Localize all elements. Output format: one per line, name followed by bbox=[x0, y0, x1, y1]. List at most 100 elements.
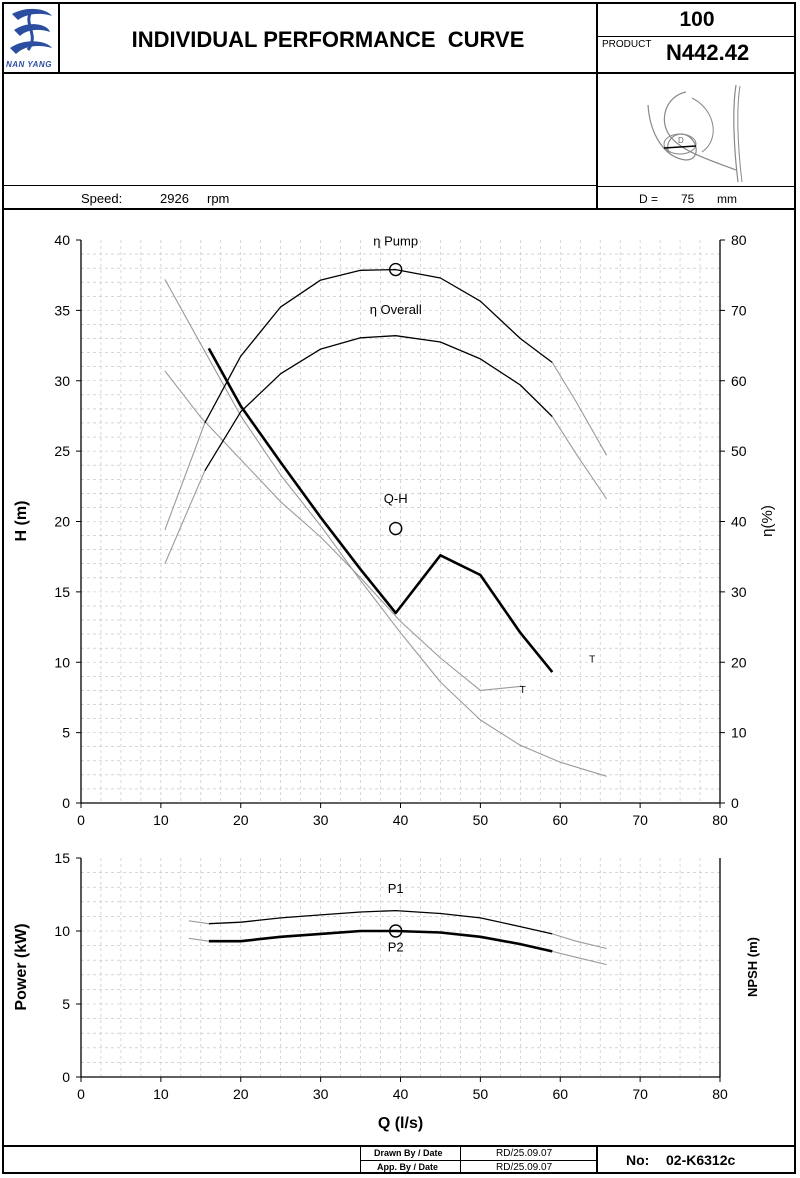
chart0-y2-tick-label: 30 bbox=[731, 584, 747, 600]
chart1-x-tick-label: 70 bbox=[632, 1086, 648, 1102]
page-title: INDIVIDUAL PERFORMANCE CURVE bbox=[131, 27, 525, 52]
chart0-y-tick-label: 30 bbox=[54, 373, 70, 389]
chart0-y-tick-label: 25 bbox=[54, 443, 70, 459]
chart1-x-tick-label: 50 bbox=[473, 1086, 489, 1102]
chart1-x-tick-label: 60 bbox=[552, 1086, 568, 1102]
chart0-series--overall bbox=[204, 335, 553, 472]
chart0-x-tick-label: 10 bbox=[153, 812, 169, 828]
chart0-y-tick-label: 35 bbox=[54, 302, 70, 318]
chart1-y-axis-title: Power (kW) bbox=[13, 923, 30, 1010]
impeller-icon: D bbox=[647, 84, 743, 183]
chart0-y-tick-label: 10 bbox=[54, 654, 70, 670]
product-divider bbox=[598, 36, 796, 37]
chart0-y2-tick-label: 70 bbox=[731, 302, 747, 318]
speed-divider bbox=[2, 185, 598, 186]
chart0-series-range-7 bbox=[164, 470, 206, 564]
approved-by-value: RD/25.09.07 bbox=[496, 1162, 553, 1173]
chart0-y-tick-label: 20 bbox=[54, 514, 70, 530]
chart0-series-range-1 bbox=[164, 279, 607, 777]
footer-col3 bbox=[596, 1146, 598, 1174]
chart1-x-axis-title: Q (l/s) bbox=[378, 1115, 423, 1132]
drawn-by-value: RD/25.09.07 bbox=[496, 1148, 553, 1159]
chart1-y-tick-label: 0 bbox=[62, 1069, 70, 1085]
speed-unit: rpm bbox=[207, 191, 230, 206]
chart1-y-tick-label: 5 bbox=[62, 996, 70, 1012]
drawn-by-label: Drawn By / Date bbox=[374, 1148, 443, 1158]
chart0-x-tick-label: 80 bbox=[712, 812, 728, 828]
d-value: 75 bbox=[681, 192, 695, 206]
d-divider bbox=[598, 186, 796, 187]
chart0-series--pump bbox=[204, 268, 553, 424]
chart1-series-p1 bbox=[208, 909, 553, 935]
footer-divider bbox=[2, 1145, 796, 1147]
chart1-annotation: P1 bbox=[388, 881, 404, 896]
header-divider bbox=[2, 72, 796, 74]
chart1-x-tick-label: 0 bbox=[77, 1086, 85, 1102]
logo-icon bbox=[10, 8, 52, 54]
chart0-y2-tick-label: 50 bbox=[731, 443, 747, 459]
chart0-x-tick-label: 50 bbox=[473, 812, 489, 828]
chart0-annotation: η Overall bbox=[370, 302, 422, 317]
chart1-series-range-4 bbox=[188, 937, 209, 942]
info-divider bbox=[2, 208, 796, 210]
company-logo: NAN YANG bbox=[4, 4, 58, 70]
d-label: D = bbox=[639, 192, 659, 206]
logo-divider bbox=[58, 2, 60, 74]
chart0-y2-tick-label: 80 bbox=[731, 232, 747, 248]
chart0-y-tick-label: 5 bbox=[62, 725, 70, 741]
chart0-y2-axis-title: η(%) bbox=[759, 505, 776, 537]
chart0-annotation: T bbox=[520, 685, 526, 696]
chart1-x-tick-label: 20 bbox=[233, 1086, 249, 1102]
chart1-duty-point-marker bbox=[389, 924, 403, 938]
chart1-x-tick-label: 80 bbox=[712, 1086, 728, 1102]
chart1-series-p2 bbox=[208, 929, 553, 953]
chart1-x-tick-label: 30 bbox=[313, 1086, 329, 1102]
size-code: 100 bbox=[679, 8, 715, 31]
chart1-y2-axis-title: NPSH (m) bbox=[745, 937, 760, 997]
chart0-annotation: η Pump bbox=[373, 234, 418, 249]
chart1-series-range-1 bbox=[188, 920, 209, 925]
chart0-y2-tick-label: 20 bbox=[731, 654, 747, 670]
d-unit: mm bbox=[717, 192, 737, 206]
right-column-divider bbox=[596, 2, 598, 210]
logo-text: NAN YANG bbox=[6, 60, 52, 69]
chart1-y-tick-label: 10 bbox=[54, 923, 70, 939]
chart0-annotation: Q-H bbox=[384, 491, 408, 506]
chart0-series-range-8 bbox=[551, 416, 608, 500]
chart0-x-tick-label: 60 bbox=[552, 812, 568, 828]
chart0-y2-tick-label: 0 bbox=[731, 795, 739, 811]
chart0-y2-tick-label: 60 bbox=[731, 373, 747, 389]
chart0-series-q-h bbox=[207, 347, 554, 673]
chart0-series-range-2 bbox=[164, 370, 523, 691]
chart0-x-tick-label: 20 bbox=[233, 812, 249, 828]
chart0-y2-tick-label: 40 bbox=[731, 514, 747, 530]
chart1-x-tick-label: 40 bbox=[393, 1086, 409, 1102]
document-number: 02-K6312c bbox=[666, 1152, 736, 1168]
chart0-annotation: T bbox=[589, 654, 595, 665]
approved-by-label: App. By / Date bbox=[377, 1162, 439, 1172]
footer-row-divider bbox=[360, 1160, 596, 1161]
chart1-x-tick-label: 10 bbox=[153, 1086, 169, 1102]
chart0-y2-tick-label: 10 bbox=[731, 725, 747, 741]
chart0-duty-point-marker bbox=[389, 262, 403, 277]
chart0-series-range-4 bbox=[164, 422, 206, 531]
chart0-y-axis-title: H (m) bbox=[13, 501, 30, 542]
chart0-series-range-5 bbox=[551, 362, 608, 456]
chart1-annotation: P2 bbox=[388, 939, 404, 954]
product-code: N442.42 bbox=[666, 40, 750, 65]
document-number-label: No: bbox=[626, 1152, 650, 1168]
chart0-x-tick-label: 40 bbox=[393, 812, 409, 828]
product-label: PRODUCT bbox=[602, 39, 652, 50]
chart1-series-range-5 bbox=[552, 950, 607, 966]
chart0-y-tick-label: 15 bbox=[54, 584, 70, 600]
chart0-x-tick-label: 30 bbox=[313, 812, 329, 828]
speed-value: 2926 bbox=[160, 191, 189, 206]
speed-label: Speed: bbox=[81, 191, 123, 206]
chart1-series-range-2 bbox=[552, 933, 607, 950]
impeller-label: D bbox=[678, 136, 684, 145]
chart0-y-tick-label: 0 bbox=[62, 795, 70, 811]
chart0-y-tick-label: 40 bbox=[54, 232, 70, 248]
chart0-duty-point-marker bbox=[389, 521, 403, 536]
